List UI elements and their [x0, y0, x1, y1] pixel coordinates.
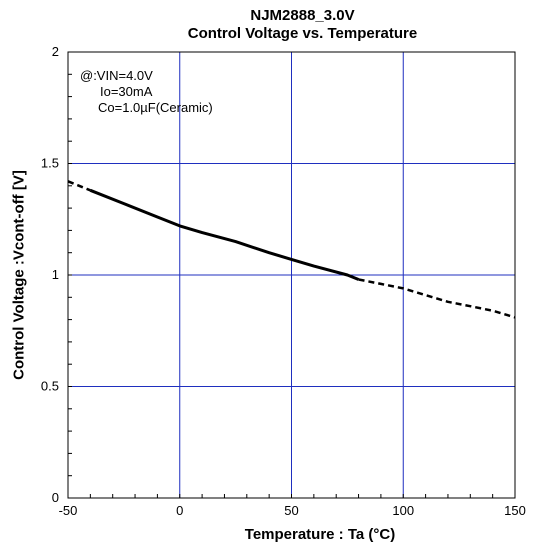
series-line-extrapolated [67, 180, 91, 192]
x-tick-label: -50 [59, 503, 78, 518]
x-tick-label: 150 [504, 503, 526, 518]
y-axis-label: Control Voltage :Vcont-off [V] [10, 170, 28, 380]
condition-io: Io=30mA [100, 84, 153, 99]
chart-lines [67, 180, 516, 319]
y-tick-label: 0.5 [41, 379, 59, 394]
x-tick-label: 0 [176, 503, 183, 518]
y-tick-label: 2 [52, 44, 59, 59]
y-tick-label: 1 [52, 267, 59, 282]
x-tick-label: 100 [392, 503, 414, 518]
x-axis-label: Temperature : Ta (°C) [244, 526, 396, 543]
series-line-measured [89, 188, 360, 281]
x-tick-label: 50 [284, 503, 298, 518]
chart-grid [67, 51, 516, 499]
y-tick-label: 1.5 [41, 156, 59, 171]
chart-title: NJM2888_3.0V [250, 7, 355, 24]
conditions-note: @:VIN=4.0V Io=30mA Co=1.0µF(Ceramic) [80, 68, 213, 116]
condition-vin: @:VIN=4.0V [80, 68, 153, 83]
y-tick-label: 0 [52, 490, 59, 505]
series-line-extrapolated [358, 278, 516, 319]
condition-co: Co=1.0µF(Ceramic) [98, 100, 213, 115]
chart-subtitle: Control Voltage vs. Temperature [187, 25, 418, 42]
